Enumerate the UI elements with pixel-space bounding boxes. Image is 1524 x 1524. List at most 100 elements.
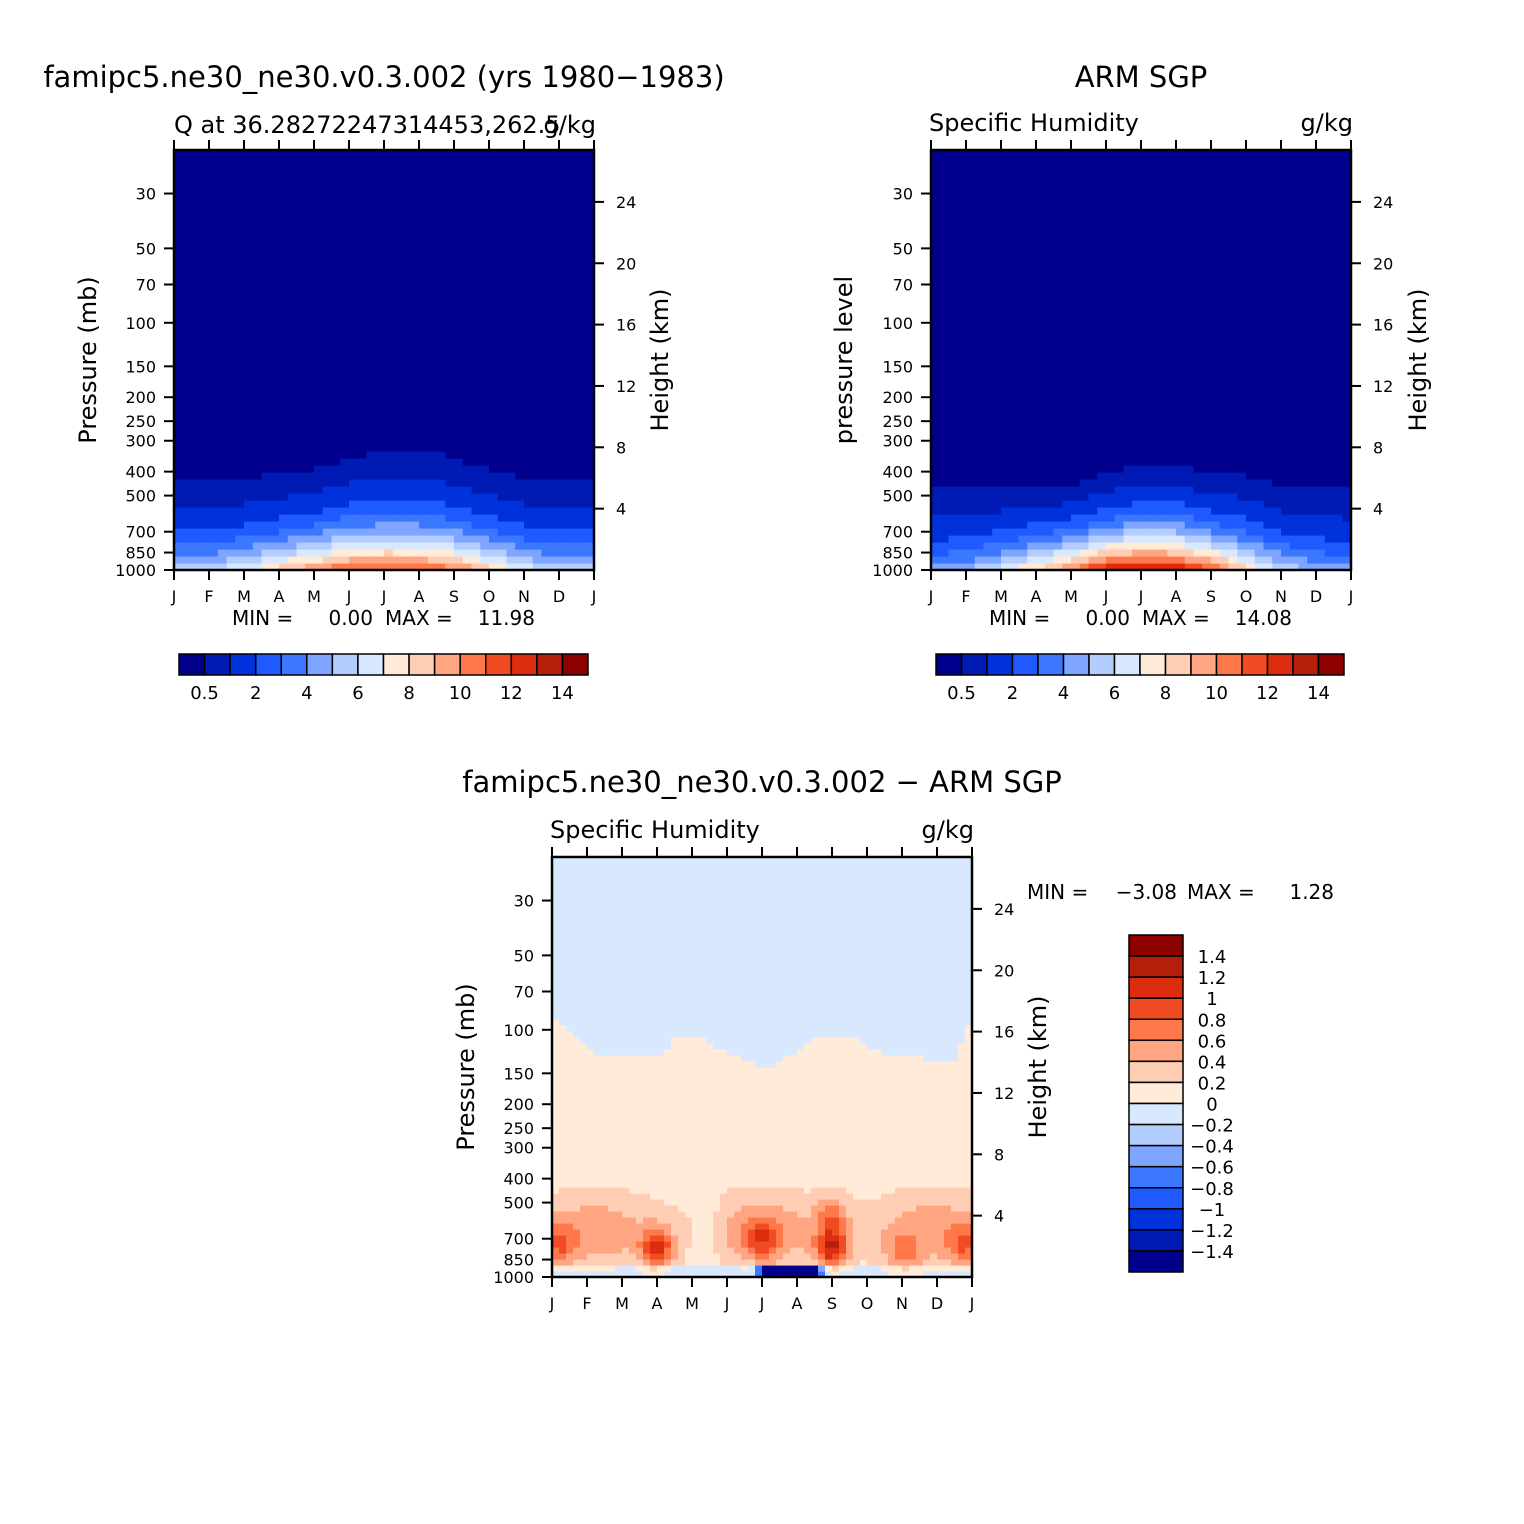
panel-model-contour-cell <box>375 269 385 277</box>
panel-obs-contour-cell <box>1176 486 1186 494</box>
panel-model-contour-cell <box>226 493 236 501</box>
panel-model-contour-cell <box>375 395 385 403</box>
panel-obs-contour-cell <box>1158 563 1168 571</box>
panel-model-contour-cell <box>182 542 193 550</box>
panel-obs-contour-cell <box>966 423 976 431</box>
panel-model-contour-cell <box>375 213 385 221</box>
panel-obs-contour-cell <box>1158 493 1168 501</box>
panel-model-contour-cell <box>314 150 324 158</box>
panel-model-contour-cell <box>366 416 376 424</box>
panel-obs-contour-cell <box>1211 234 1221 242</box>
panel-model-contour-cell <box>191 276 201 284</box>
panel-model-contour-cell <box>252 178 263 186</box>
panel-model-contour-cell <box>559 402 569 410</box>
panel-obs-contour-cell <box>1062 402 1072 410</box>
panel-model-contour-cell <box>287 304 298 312</box>
panel-obs-contour-cell <box>1202 346 1212 354</box>
panel-obs-contour-cell <box>939 276 950 284</box>
panel-obs-contour-cell <box>948 332 958 340</box>
panel-obs-contour-cell <box>974 395 985 403</box>
panel-model-contour-cell <box>419 353 429 361</box>
panel-model-contour-cell <box>401 185 411 193</box>
panel-obs-contour-cell <box>983 535 993 543</box>
panel-model-contour-cell <box>480 206 490 214</box>
panel-obs-contour-cell <box>1132 521 1142 529</box>
panel-model-contour-cell <box>279 472 289 480</box>
panel-obs-contour-cell <box>1167 521 1177 529</box>
panel-model-contour-cell <box>454 304 464 312</box>
panel-model-contour-cell <box>524 297 534 305</box>
panel-obs-contour-cell <box>1053 542 1063 550</box>
panel-model-contour-cell <box>261 514 271 522</box>
panel-model-contour-cell <box>401 262 411 270</box>
panel-model-contour-cell <box>174 549 184 557</box>
panel-obs-contour-cell <box>1149 507 1160 515</box>
panel-obs-contour-cell <box>1132 332 1142 340</box>
panel-model-contour-cell <box>261 318 271 326</box>
panel-obs-contour-cell <box>939 206 950 214</box>
panel-model-contour-cell <box>524 318 534 326</box>
panel-obs-contour-cell <box>1036 514 1046 522</box>
panel-model-contour-cell <box>541 213 551 221</box>
panel-obs-contour-cell <box>1079 388 1090 396</box>
panel-model-contour-cell <box>287 346 298 354</box>
panel-obs-contour-cell <box>1141 150 1151 158</box>
panel-model-contour-cell <box>410 311 420 319</box>
panel-model-contour-cell <box>401 157 411 165</box>
panel-model-contour-cell <box>252 507 263 515</box>
panel-obs-contour-cell <box>1079 535 1090 543</box>
panel-obs-contour-cell <box>1062 227 1072 235</box>
panel-obs-contour-cell <box>1036 311 1046 319</box>
panel-model-contour-cell <box>322 374 333 382</box>
panel-model-contour-cell <box>410 262 420 270</box>
panel-obs-contour-cell <box>1053 437 1063 445</box>
panel-model-contour-cell <box>296 528 306 536</box>
panel-model-contour-cell <box>349 430 359 438</box>
panel-model-contour-cell <box>174 199 184 207</box>
panel-obs-contour-cell <box>1123 318 1133 326</box>
panel-model-contour-cell <box>322 311 333 319</box>
panel-obs-contour-cell <box>1088 493 1098 501</box>
panel-model-contour-cell <box>401 199 411 207</box>
panel-obs-contour-cell <box>1097 346 1107 354</box>
panel-obs-contour-cell <box>1097 276 1107 284</box>
panel-model-contour-cell <box>462 486 473 494</box>
panel-model-contour-cell <box>401 360 411 368</box>
panel-model-contour-cell <box>576 213 586 221</box>
panel-obs-contour-cell <box>1132 507 1142 515</box>
panel-model-contour-cell <box>410 150 420 158</box>
panel-obs-contour-cell <box>1149 339 1160 347</box>
panel-model-contour-cell <box>270 486 280 494</box>
panel-model-contour-cell <box>296 325 306 333</box>
panel-model-contour-cell <box>445 332 455 340</box>
panel-model-contour-cell <box>567 444 578 452</box>
panel-model-contour-cell <box>585 458 595 466</box>
panel-obs-contour-cell <box>1097 416 1107 424</box>
panel-obs-contour-cell <box>1009 199 1020 207</box>
panel-model-contour-cell <box>314 451 324 459</box>
panel-model-contour-cell <box>497 332 508 340</box>
panel-model-contour-cell <box>559 423 569 431</box>
panel-obs-contour-cell <box>1044 192 1055 200</box>
panel-obs-contour-cell <box>1009 290 1020 298</box>
panel-model-contour-cell <box>357 416 368 424</box>
panel-model-contour-cell <box>497 164 508 172</box>
panel-obs-contour-cell <box>1114 451 1125 459</box>
panel-obs-contour-cell <box>992 423 1002 431</box>
panel-obs-contour-cell <box>939 360 950 368</box>
panel-model-contour-cell <box>279 493 289 501</box>
panel-model-contour-cell <box>174 500 184 508</box>
panel-obs-contour-cell <box>1009 486 1020 494</box>
panel-model-contour-cell <box>217 220 228 228</box>
panel-obs-contour-cell <box>1211 241 1221 249</box>
panel-model-contour-cell <box>419 514 429 522</box>
panel-model-contour-cell <box>419 465 429 473</box>
panel-model-contour-cell <box>375 255 385 263</box>
panel-obs-contour-cell <box>1141 381 1151 389</box>
panel-model-contour-cell <box>349 486 359 494</box>
panel-obs-contour-cell <box>1193 360 1203 368</box>
panel-model-contour-cell <box>410 297 420 305</box>
panel-model-contour-cell <box>235 290 245 298</box>
panel-obs-contour-cell <box>974 269 985 277</box>
panel-model-contour-cell <box>366 360 376 368</box>
